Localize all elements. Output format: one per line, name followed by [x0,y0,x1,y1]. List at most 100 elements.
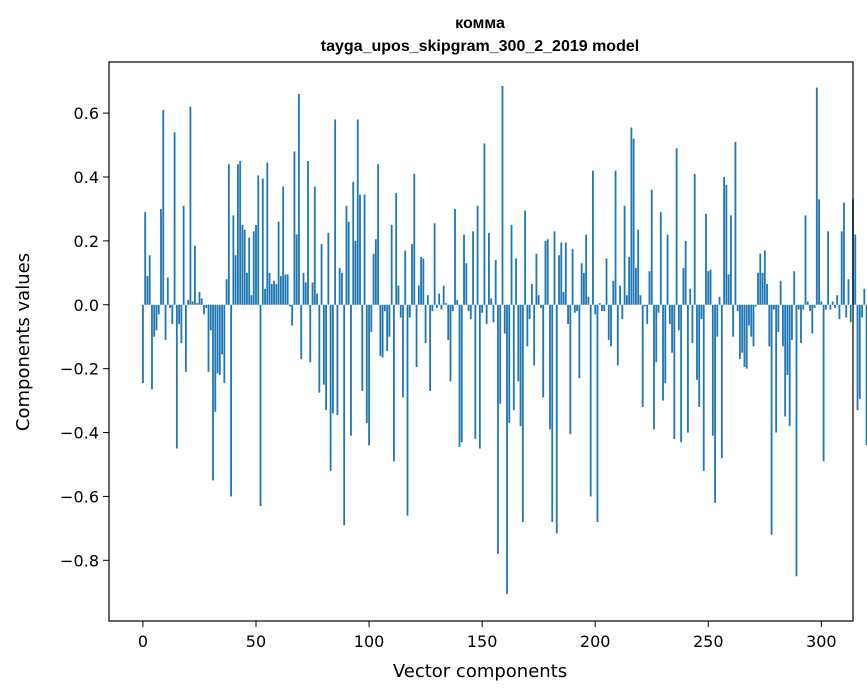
bar-294 [806,301,809,305]
bar-202 [598,303,601,305]
bar-299 [818,199,820,305]
bar-306 [834,304,836,308]
bar-277 [768,304,771,347]
bar-34 [218,304,221,376]
bar-204 [603,304,606,312]
bar-79 [320,244,323,305]
bar-165 [515,258,517,305]
bar-30 [209,304,212,331]
bar-298 [815,87,818,305]
bar-191 [573,304,576,313]
bar-264 [739,304,741,360]
bar-274 [761,272,764,305]
bar-125 [424,304,427,344]
bar-22 [191,301,194,305]
bar-88 [341,272,343,305]
bar-272 [757,272,759,305]
bar-295 [809,304,811,312]
y-tick-label: −0.2 [60,360,99,379]
bar-269 [750,304,753,337]
bar-214 [625,295,628,305]
bar-153 [488,232,490,305]
bar-138 [454,208,456,305]
bar-62 [282,186,285,305]
bar-5 [153,304,156,337]
bar-73 [307,161,309,305]
bar-244 [693,173,696,305]
bar-279 [772,304,775,310]
bar-56 [268,272,271,305]
bar-130 [436,304,438,308]
bar-266 [743,304,746,368]
bar-206 [607,304,610,340]
bar-50 [255,224,257,305]
bar-91 [347,221,350,305]
y-axis-label: Components values [13,253,34,431]
bar-285 [786,304,789,376]
bar-137 [451,304,454,312]
bar-51 [257,175,260,305]
bar-2 [146,276,149,305]
bar-133 [442,285,445,305]
bar-261 [732,304,735,337]
bar-6 [155,304,158,331]
bar-316 [856,304,859,411]
bar-120 [413,173,416,305]
bar-198 [589,304,592,497]
bar-222 [644,304,646,307]
bar-174 [535,253,538,305]
bar-254 [716,304,719,337]
bar-46 [246,272,248,305]
bar-117 [406,304,409,516]
bar-251 [709,269,712,305]
bar-152 [485,304,488,324]
bar-194 [580,263,583,305]
bar-121 [415,304,418,368]
bar-313 [849,304,852,323]
bar-24 [196,303,199,305]
bar-180 [549,304,551,430]
bar-229 [659,212,662,305]
bar-287 [791,304,793,340]
bar-307 [836,295,839,305]
x-tick-label: 50 [246,632,266,651]
x-tick-label: 200 [580,632,611,651]
bar-84 [331,304,334,414]
bar-282 [779,280,782,305]
bar-55 [266,162,269,305]
bar-72 [304,282,307,305]
bar-35 [221,304,223,355]
bar-213 [623,205,626,305]
bar-167 [519,304,522,427]
bar-63 [284,274,287,305]
y-axis-ticks: −0.8 −0.6 −0.4 −0.2 0.0 0.2 0.4 0.6 [60,104,109,570]
bar-248 [702,304,705,471]
bar-252 [711,304,714,436]
bar-78 [318,304,321,393]
bar-236 [675,148,678,305]
bar-178 [544,240,547,305]
bar-297 [813,304,816,308]
bar-60 [277,221,280,305]
bar-290 [797,304,800,310]
bar-249 [705,213,707,305]
bar-218 [635,268,637,305]
bar-70 [300,304,303,360]
bar-154 [490,298,493,305]
y-tick-label: 0.6 [74,104,99,123]
bar-27 [203,304,205,315]
bar-225 [650,189,653,305]
bar-1 [144,212,147,305]
bar-93 [352,181,355,305]
bar-17 [180,304,183,344]
bar-39 [230,304,233,497]
bar-10 [164,304,167,340]
bar-182 [553,231,556,305]
bar-126 [426,295,429,305]
bar-80 [322,304,325,385]
bar-319 [863,288,866,305]
bar-258 [725,184,728,305]
bar-4 [151,304,153,390]
bar-136 [449,304,452,382]
bar-65 [289,304,291,307]
